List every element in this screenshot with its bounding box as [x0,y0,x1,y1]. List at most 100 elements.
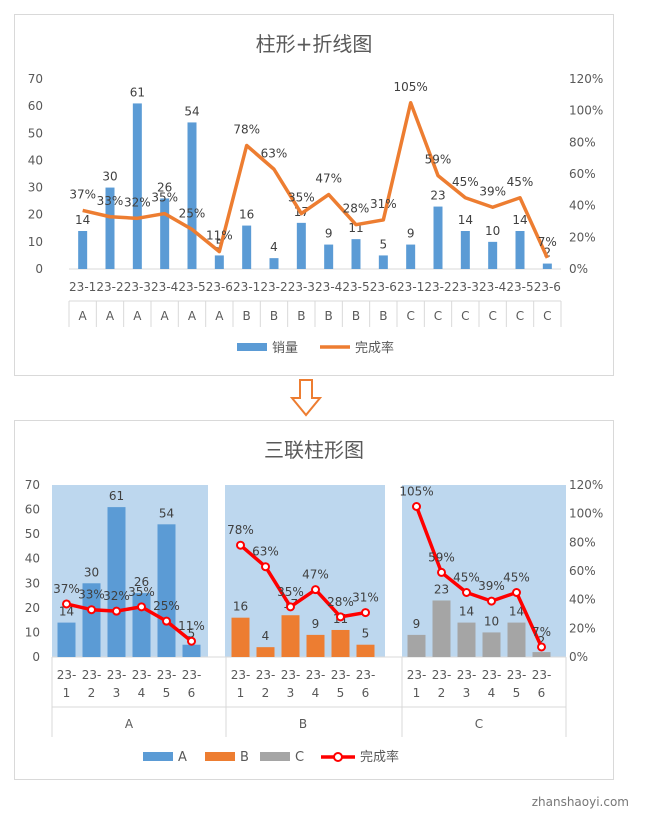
y-left-tick-label: 40 [28,153,43,167]
line-data-label: 28% [343,202,370,216]
x-group-label: C [543,309,551,323]
bar-data-label: 61 [130,85,145,99]
x-tick-label: 1 [63,686,71,700]
bar-data-label: 5 [380,237,388,251]
y-left-tick-label: 60 [25,503,40,517]
x-group-label: C [516,309,524,323]
x-tick-label: 23- [356,668,376,682]
y-left-tick-label: 50 [28,126,43,140]
legend-label: B [240,750,249,765]
x-tick-label: 23- [256,668,276,682]
legend-label-sales: 销量 [272,341,298,356]
x-tick-label: 5 [163,686,171,700]
y-right-tick-label: 80% [569,535,596,549]
bar-c [482,632,501,657]
line-data-label: 63% [252,545,279,559]
line-marker [487,596,496,606]
x-group-label: B [270,309,278,323]
x-tick-label: 23-3 [288,280,315,294]
y-right-tick-label: 80% [569,135,596,149]
legend-swatch-bar [205,752,235,761]
x-tick-label: 23- [107,668,127,682]
line-data-label: 32% [103,589,130,603]
bar-data-label: 30 [84,565,99,579]
line-data-label: 28% [327,595,354,609]
bar-data-label: 4 [262,629,270,643]
x-tick-label: 23- [507,668,527,682]
x-tick-label: 23-6 [370,280,397,294]
x-group-label: C [461,309,469,323]
x-tick-label: 23- [157,668,177,682]
y-right-tick-label: 60% [569,167,596,181]
legend-swatch-bar [260,752,290,761]
bar-b [356,644,375,657]
line-marker [336,612,345,622]
bar-sales [488,241,498,269]
line-completion-rate-c [414,505,544,648]
x-group-label: C [406,309,414,323]
line-data-label: 45% [452,175,479,189]
line-marker [412,502,421,511]
bar-sales [433,206,443,269]
bar-c [432,600,451,657]
x-group-label: B [352,309,360,323]
chart-2-svg: 三联柱形图0102030405060700%20%40%60%80%100%12… [25,438,604,765]
x-group-label: A [161,309,170,323]
chart-1-svg: 柱形+折线图 0 10 20 30 40 50 60 70 0% 20% 40% 60% 80% 100% 1… [28,32,604,356]
bar-data-label: 14 [75,213,90,227]
line-marker [62,599,71,609]
line-marker [162,616,171,626]
line-data-label: 105% [394,80,428,94]
x-group-label: A [133,309,142,323]
x-tick-label: 23- [231,668,251,682]
y-right-tick-label: 0% [569,650,588,664]
x-group-label: C [488,309,496,323]
line-marker [112,606,121,616]
line-marker [187,636,196,646]
line-data-label: 11% [206,229,233,243]
x-tick-label: 5 [513,686,521,700]
bar-data-label: 26 [134,575,149,589]
bar-sales [78,231,88,269]
line-completion-rate [82,101,549,259]
bar-a [57,622,76,657]
x-tick-label: 23-2 [96,280,123,294]
x-group-label: A [188,309,197,323]
bar-b [331,629,350,657]
x-group-label: A [106,309,115,323]
x-tick-label: 23-4 [479,280,506,294]
x-tick-label: 2 [88,686,96,700]
line-data-label: 35% [288,191,315,205]
line-data-label: 35% [151,191,178,205]
x-tick-label: 1 [413,686,421,700]
y-left-tick-label: 70 [25,478,40,492]
x-tick-label: 23-4 [151,280,178,294]
bar-sales [160,198,170,269]
bar-sales [132,103,142,269]
group-background-region [52,485,208,657]
x-tick-label: 23- [281,668,301,682]
line-data-label: 35% [128,585,155,599]
line-data-label: 11% [178,619,205,633]
y-right-tick-label: 40% [569,199,596,213]
line-data-label: 25% [153,599,180,613]
line-marker [437,567,446,577]
y-left-tick-label: 40 [25,552,40,566]
bar-data-label: 10 [485,224,500,238]
y-left-tick-label: 0 [35,262,43,276]
line-data-label: 45% [503,571,530,585]
bar-sales [242,225,252,269]
line-data-label: 59% [428,550,455,564]
x-group-label: B [299,717,307,731]
x-tick-label: 23- [532,668,552,682]
bar-data-label: 14 [512,213,527,227]
x-tick-label: 23-3 [452,280,479,294]
legend-swatch-bar [237,343,267,351]
group-background-region [225,485,385,657]
x-tick-label: 23-5 [506,280,533,294]
x-tick-label: 23- [82,668,102,682]
y-left-tick-label: 0 [32,650,40,664]
y-right-tick-label: 40% [569,593,596,607]
bar-sales [214,255,224,269]
x-group-label: B [379,309,387,323]
